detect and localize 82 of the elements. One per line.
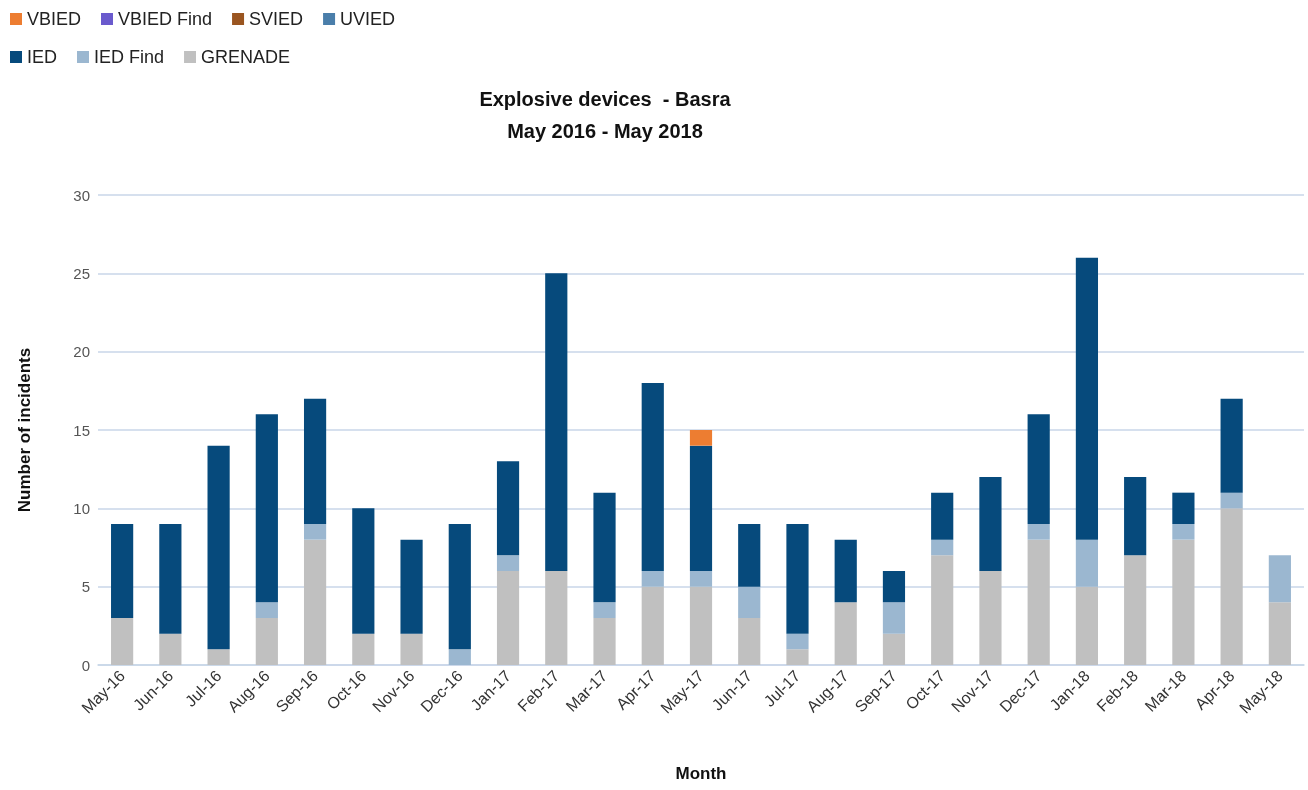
bar xyxy=(1172,492,1195,524)
bar xyxy=(882,633,906,665)
y-tick-label: 5 xyxy=(81,578,90,596)
bar xyxy=(207,445,230,650)
bar xyxy=(1220,508,1243,665)
bar xyxy=(931,492,954,540)
bar xyxy=(593,602,616,618)
bar xyxy=(882,571,906,603)
chart-title: Explosive devices - Basra May 2016 - May 2018 xyxy=(479,88,732,142)
bar xyxy=(979,477,1002,571)
bar xyxy=(689,445,713,571)
y-tick-label: 20 xyxy=(73,343,90,361)
bar xyxy=(1027,539,1050,665)
bar xyxy=(1027,414,1050,524)
bar xyxy=(979,571,1002,665)
bar xyxy=(1027,524,1050,540)
legend-label: GRENADE xyxy=(201,47,291,67)
legend-label: SVIED xyxy=(249,9,304,29)
legend-label: UVIED xyxy=(340,9,396,29)
bar xyxy=(496,461,520,556)
y-tick-label: 10 xyxy=(73,499,90,517)
bar xyxy=(352,508,375,634)
y-tick-label: 25 xyxy=(73,264,90,282)
bar xyxy=(738,524,761,587)
bar xyxy=(496,555,520,571)
bar xyxy=(641,586,664,665)
bar xyxy=(255,602,278,618)
bar xyxy=(931,555,954,665)
y-tick-label: 0 xyxy=(81,656,90,674)
bar xyxy=(352,633,375,665)
bar xyxy=(689,586,713,665)
bar xyxy=(545,571,568,665)
legend-label: VBIED xyxy=(27,9,82,29)
bar xyxy=(303,524,327,540)
bar xyxy=(1124,555,1147,665)
bar xyxy=(931,539,954,556)
bar xyxy=(1075,257,1099,540)
bar xyxy=(1268,602,1291,665)
bar xyxy=(255,414,278,603)
bar xyxy=(1220,492,1243,509)
y-axis-title: Number of incidents xyxy=(15,347,34,513)
bar xyxy=(111,524,134,618)
bar xyxy=(593,492,616,603)
bar xyxy=(1220,398,1243,493)
bar xyxy=(738,586,761,618)
y-tick-label: 15 xyxy=(73,421,90,439)
bar xyxy=(834,539,857,603)
bar xyxy=(786,633,809,650)
bar xyxy=(689,571,713,587)
bar xyxy=(834,602,857,665)
bar xyxy=(111,618,134,665)
bar xyxy=(641,571,664,587)
bar xyxy=(593,618,616,665)
bar xyxy=(159,633,182,665)
bar xyxy=(786,649,809,665)
bar xyxy=(448,649,471,665)
y-tick-label: 30 xyxy=(73,186,90,204)
bar xyxy=(641,383,664,571)
bar xyxy=(1075,586,1099,665)
bar xyxy=(882,602,906,634)
bar xyxy=(1172,524,1195,540)
bar xyxy=(303,398,327,524)
bar xyxy=(689,430,713,446)
legend-label: VBIED Find xyxy=(118,9,213,29)
bar xyxy=(1075,539,1099,587)
bar xyxy=(496,571,520,665)
legend-label: IED Find xyxy=(94,47,165,67)
bar xyxy=(400,633,423,665)
bar xyxy=(400,539,423,634)
bar xyxy=(255,618,278,665)
bar xyxy=(738,618,761,665)
bar xyxy=(1124,477,1147,556)
x-axis-title: Month xyxy=(675,764,727,783)
bar xyxy=(545,273,568,571)
bar xyxy=(1172,539,1195,665)
bar xyxy=(207,649,230,665)
bar xyxy=(786,524,809,634)
legend-label: IED xyxy=(27,47,58,67)
bar xyxy=(448,524,471,650)
bar xyxy=(159,524,182,634)
bar xyxy=(1268,555,1291,603)
bar xyxy=(303,539,327,665)
